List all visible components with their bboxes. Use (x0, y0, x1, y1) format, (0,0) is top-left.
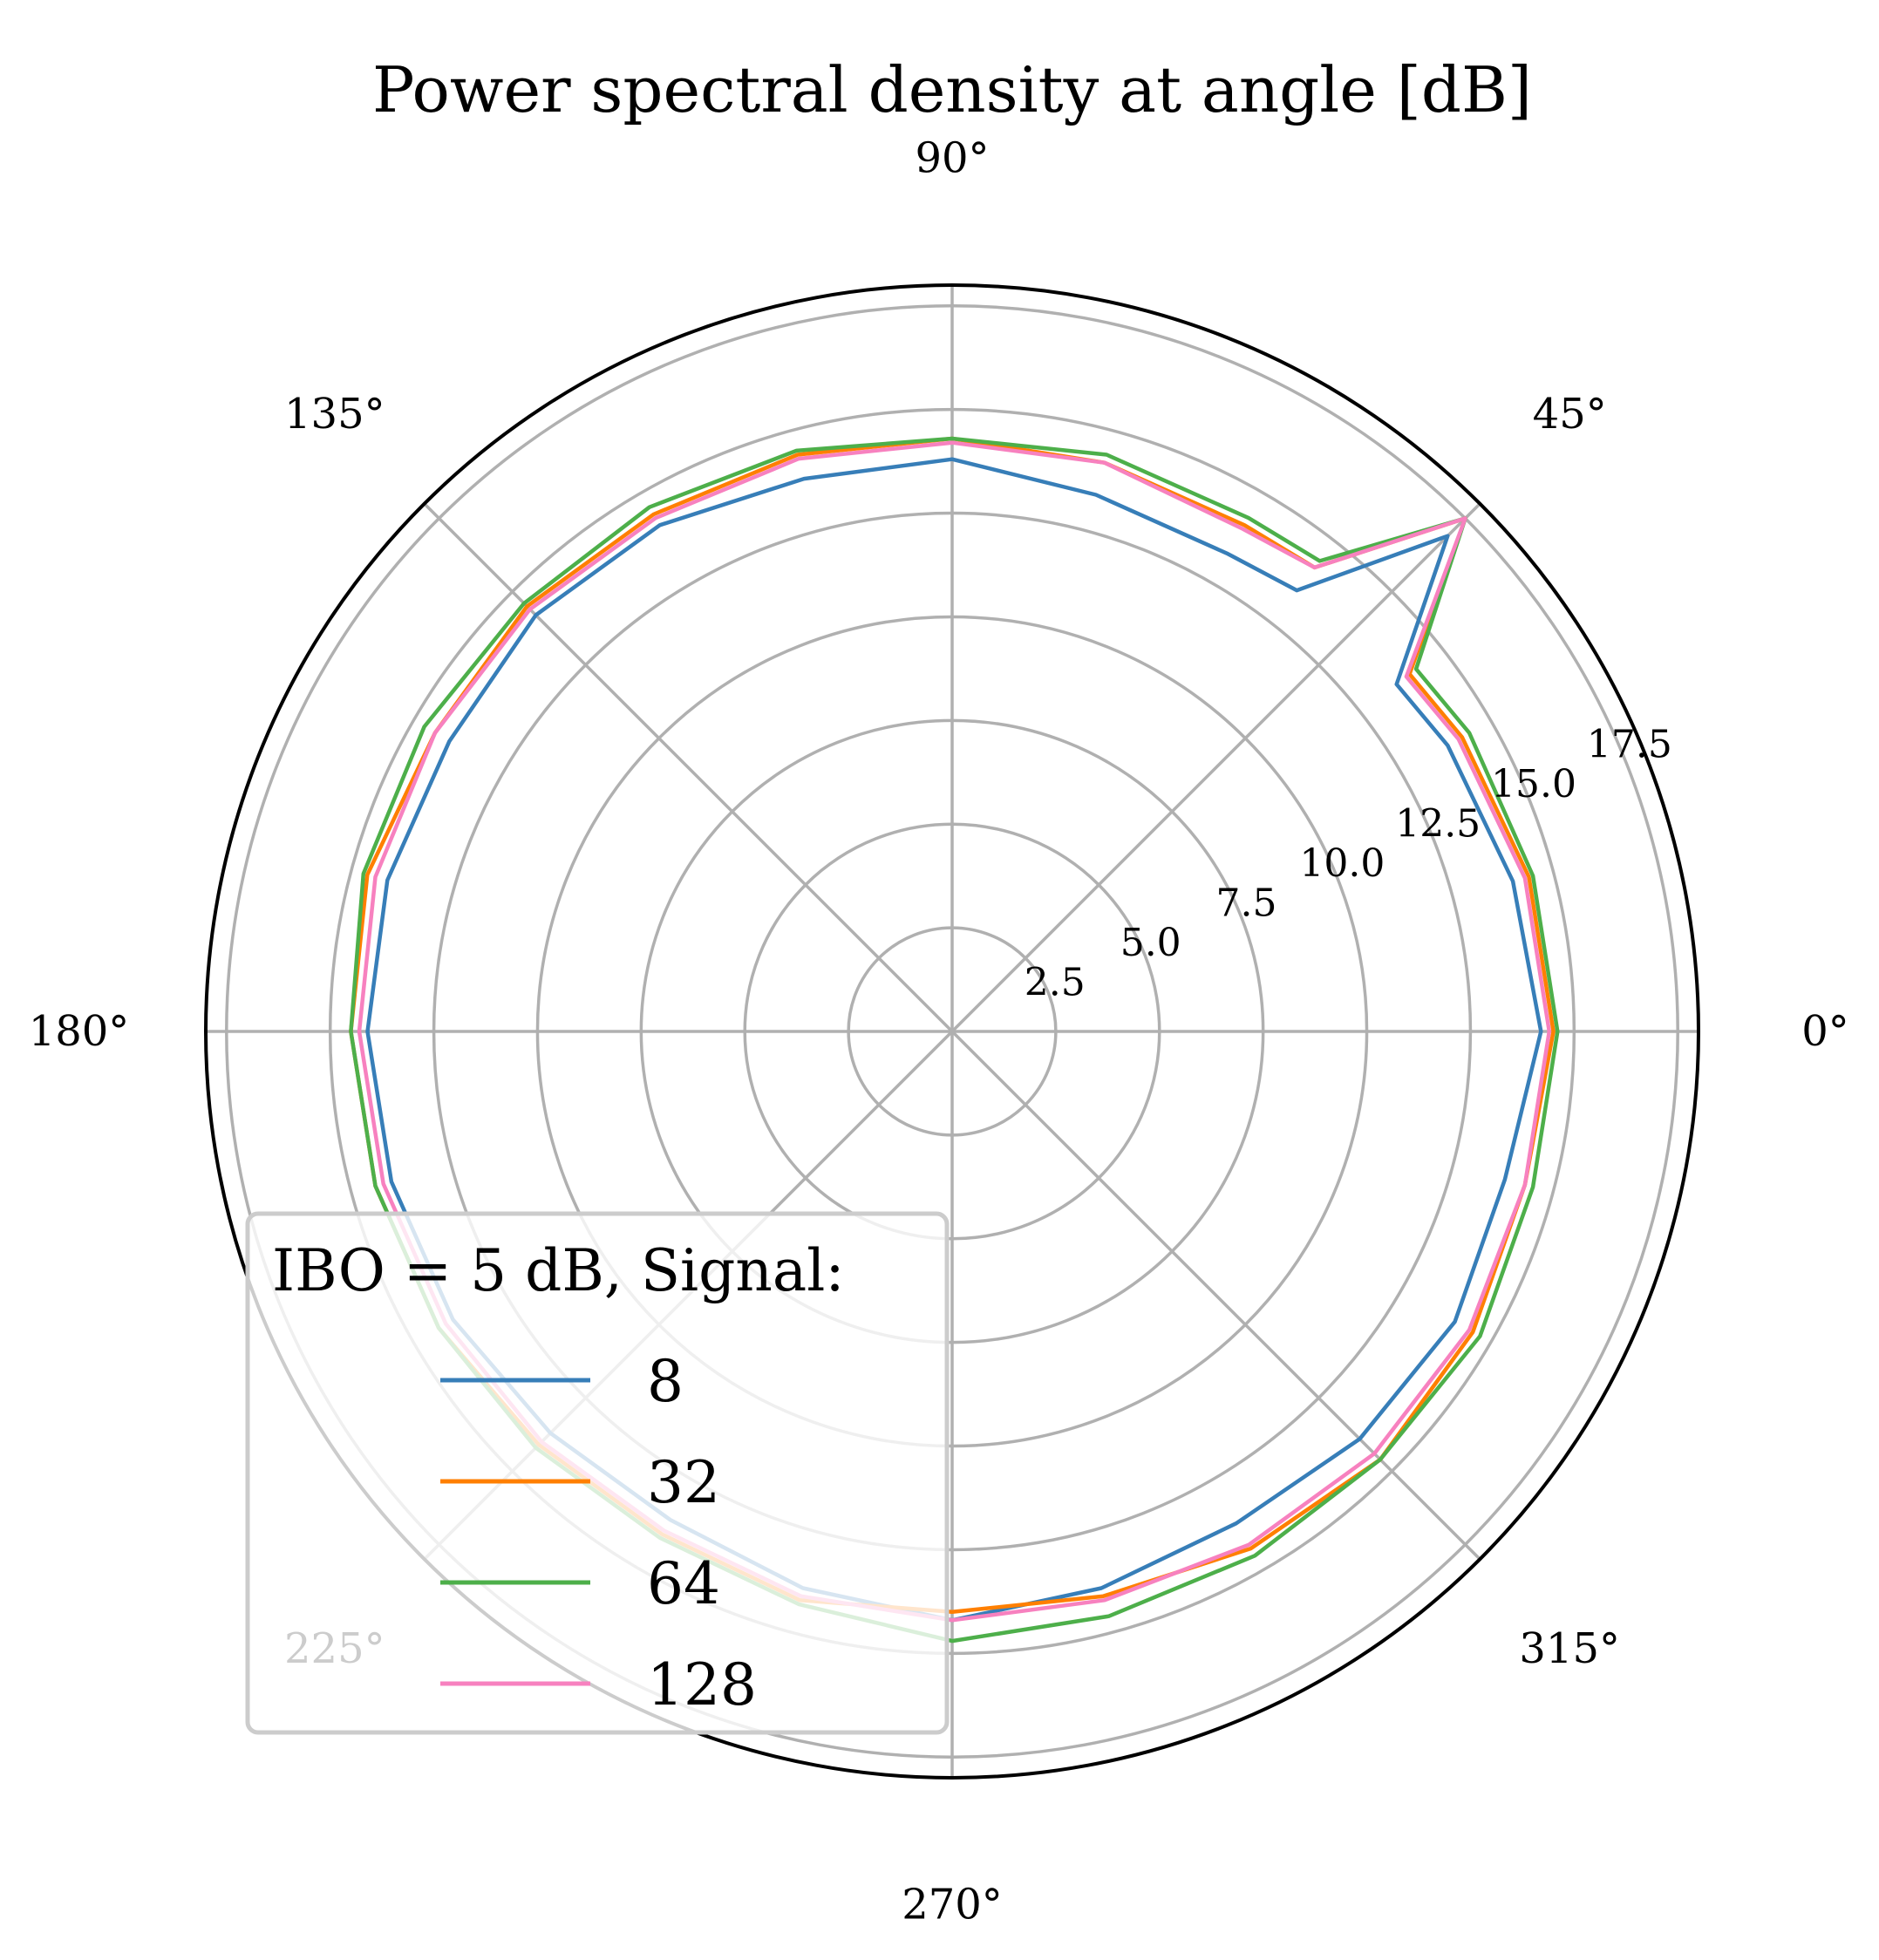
angle-tick-label: 135° (284, 390, 385, 439)
legend-title: IBO = 5 dB, Signal: (272, 1237, 845, 1304)
angular-gridline (950, 502, 1481, 1033)
series-line-128 (357, 440, 1552, 1623)
radial-tick-label: 17.5 (1587, 723, 1672, 767)
angular-gridline (423, 502, 954, 1033)
angle-tick-label: 0° (1801, 1007, 1849, 1056)
legend-label-128: 128 (647, 1651, 757, 1718)
legend-label-64: 64 (647, 1550, 720, 1617)
radial-tick-label: 10.0 (1299, 841, 1385, 886)
radial-tick-label: 7.5 (1216, 881, 1277, 926)
angle-tick-label: 270° (902, 1881, 1003, 1929)
angular-gridline (950, 1030, 1481, 1561)
legend-label-8: 8 (647, 1348, 684, 1415)
angle-tick-label: 90° (915, 134, 989, 183)
angle-tick-label: 45° (1533, 390, 1607, 439)
series-group (349, 436, 1560, 1644)
polar-frame (204, 283, 1700, 1780)
chart-title: Power spectral density at angle [dB] (372, 53, 1532, 126)
angle-tick-label: 315° (1519, 1624, 1620, 1673)
legend-label-32: 32 (647, 1449, 720, 1516)
radial-tick-label: 15.0 (1491, 762, 1576, 806)
radial-tick-labels: 2.5 5.0 7.5 10.012.515.017.5 (1025, 723, 1672, 1005)
legend-frame (245, 1211, 950, 1735)
legend: IBO = 5 dB, Signal: 8 32 64 128 (245, 1211, 950, 1735)
series-line-8 (365, 457, 1543, 1623)
radial-tick-label: 5.0 (1120, 921, 1181, 965)
angle-tick-label: 180° (29, 1007, 130, 1056)
radial-tick-label: 2.5 (1025, 961, 1086, 1005)
radial-tick-label: 12.5 (1395, 802, 1481, 847)
polar-grid (206, 285, 1699, 1778)
legend-items: 8 32 64 128 (440, 1348, 757, 1718)
